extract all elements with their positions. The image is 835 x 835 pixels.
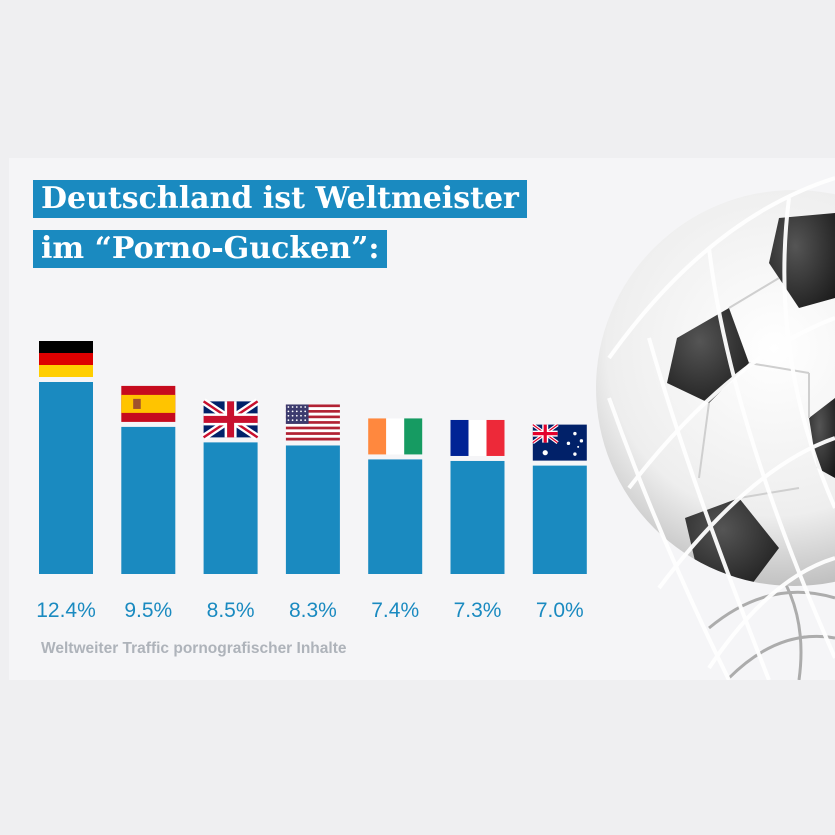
value-label: 8.3% xyxy=(289,599,337,622)
soccer-ball-in-net-image xyxy=(596,176,835,680)
infographic-card: 12.4% 9.5% 8.5% 8.3% 7.4% 7.3% 7.0% xyxy=(9,158,835,680)
value-label: 12.4% xyxy=(36,599,96,622)
flag-usa-icon xyxy=(285,404,340,441)
title-line-1: Deutschland ist Weltmeister xyxy=(33,180,527,218)
value-label: 7.0% xyxy=(536,599,584,622)
flag-ireland-icon xyxy=(368,418,423,455)
title-line-2: im “Porno-Gucken”: xyxy=(33,230,388,268)
flag-spain-icon xyxy=(121,385,176,422)
flag-australia-icon xyxy=(531,423,587,461)
flag-france-icon xyxy=(450,419,505,456)
flag-germany-icon xyxy=(39,341,93,377)
value-label: 8.5% xyxy=(207,599,255,622)
bar-chart: 12.4% 9.5% 8.5% 8.3% 7.4% 7.3% 7.0% xyxy=(36,341,587,622)
bar-australia xyxy=(532,465,587,574)
value-label: 7.3% xyxy=(454,599,502,622)
bar-united-states xyxy=(285,445,340,574)
bar-ireland xyxy=(368,459,423,574)
footnote: Weltweiter Traffic pornografischer Inhal… xyxy=(41,640,347,657)
value-label: 9.5% xyxy=(124,599,172,622)
bar-united-kingdom xyxy=(203,442,258,574)
bar-france xyxy=(450,460,505,574)
flag-uk-icon xyxy=(201,398,260,441)
bar-spain xyxy=(121,426,176,574)
value-label: 7.4% xyxy=(371,599,419,622)
bar-germany xyxy=(39,382,93,574)
